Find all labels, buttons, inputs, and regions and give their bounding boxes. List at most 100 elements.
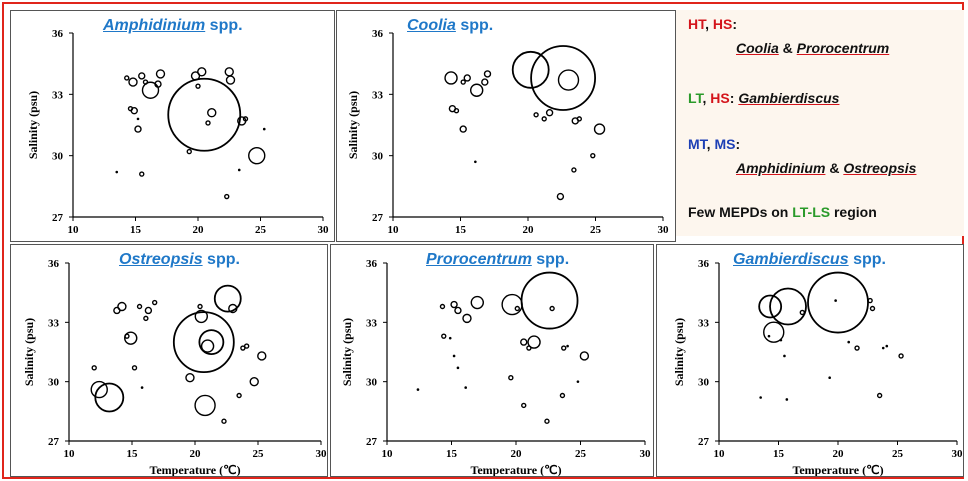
scatter-plot-gambierdiscus: 27 30 33 36 10 15 20 25 30 Salinity (psu) Temperat… [672, 258, 963, 476]
y-tick-label: 36 [52, 28, 64, 40]
panel-title: Gambierdiscus spp. [733, 251, 886, 269]
y-tick-label: 30 [52, 151, 64, 163]
legend-sep: , [705, 16, 713, 32]
x-tick-label: 25 [253, 448, 265, 460]
data-point [194, 394, 216, 417]
x-axis-label: Temperature (℃) [149, 463, 240, 477]
data-point [453, 107, 460, 114]
legend-line-ht-hs: HT, HS: [688, 16, 737, 32]
data-point [769, 287, 807, 326]
data-point [876, 392, 883, 399]
data-point [834, 299, 837, 302]
panel-title-suffix: spp. [460, 17, 494, 34]
panel-title: Amphidinium spp. [103, 17, 243, 35]
data-point [474, 160, 477, 164]
data-point [576, 380, 580, 383]
data-point [94, 382, 125, 413]
data-point [521, 402, 527, 409]
y-tick-label: 27 [372, 212, 384, 224]
legend-lt-ls: LT-LS [792, 204, 831, 220]
data-point [783, 354, 786, 358]
data-point [444, 71, 458, 85]
panel-title-suffix: spp. [209, 17, 243, 34]
y-tick-label: 36 [372, 28, 384, 40]
x-axis-label: Temperature (℃) [470, 463, 561, 477]
data-point [508, 375, 514, 381]
data-point [530, 45, 597, 111]
data-point [195, 83, 201, 89]
data-point [213, 284, 242, 313]
data-point [511, 50, 550, 89]
panel-title-genus: Coolia [407, 17, 456, 34]
data-point [124, 333, 130, 339]
data-point [867, 297, 873, 304]
data-point [115, 170, 119, 174]
data-point [236, 392, 242, 399]
legend-region: region [830, 204, 877, 220]
data-point [117, 301, 127, 312]
data-point [172, 311, 235, 374]
data-point [593, 123, 606, 135]
legend-sep: , [702, 90, 711, 106]
data-point [237, 168, 241, 172]
data-point [197, 303, 203, 310]
data-point [242, 116, 249, 122]
data-point [416, 388, 420, 391]
x-tick-label: 20 [523, 224, 535, 236]
x-tick-label: 30 [316, 448, 328, 460]
data-point [881, 346, 885, 350]
data-point [785, 398, 789, 401]
data-point [566, 344, 569, 348]
data-point [579, 351, 590, 361]
data-point [136, 303, 143, 310]
data-point [481, 78, 489, 86]
scatter-plot-amphidinium: 27 30 33 36 10 15 20 25 30 Salinity (psu) [26, 28, 329, 236]
legend-genus-amphidinium: Amphidinium [736, 160, 826, 176]
data-point [248, 146, 266, 165]
data-point [456, 366, 460, 370]
y-tick-label: 27 [366, 436, 378, 448]
data-point [459, 125, 467, 133]
x-tick-label: 25 [575, 448, 587, 460]
y-tick-label: 30 [698, 377, 710, 389]
data-point [91, 365, 97, 371]
data-point [167, 77, 242, 152]
legend-colon: : [729, 90, 739, 106]
panel-title-suffix: spp. [207, 251, 240, 268]
data-point [799, 309, 806, 316]
data-point [225, 75, 236, 85]
y-tick-label: 27 [48, 436, 60, 448]
x-tick-label: 15 [446, 448, 458, 460]
y-tick-label: 33 [698, 317, 710, 329]
data-point [885, 344, 889, 348]
data-point [828, 376, 831, 380]
legend-ms: MS [714, 136, 736, 152]
scatter-plot-coolia: 27 30 33 36 10 15 20 25 30 Salinity (psu) [346, 28, 670, 236]
data-point [141, 81, 160, 99]
x-tick-label: 10 [388, 224, 400, 236]
x-tick-label: 15 [455, 224, 467, 236]
data-point [224, 193, 230, 200]
legend-amp: & [825, 160, 844, 176]
x-tick-label: 15 [773, 448, 785, 460]
data-point [544, 418, 550, 424]
x-tick-label: 10 [382, 448, 394, 460]
legend-line-mt-ms: MT, MS: [688, 136, 740, 152]
panel-title-suffix: spp. [536, 251, 570, 268]
data-point [549, 305, 555, 312]
x-tick-label: 30 [658, 224, 670, 236]
data-point [807, 271, 869, 334]
data-point [527, 335, 541, 349]
data-point [541, 116, 547, 122]
data-point [151, 299, 158, 306]
data-point [470, 295, 485, 310]
panel-title-suffix: spp. [853, 251, 886, 268]
data-point [128, 77, 138, 87]
legend-colon: : [732, 16, 738, 32]
data-point [144, 306, 153, 315]
x-tick-label: 25 [255, 224, 267, 236]
y-tick-label: 30 [372, 151, 384, 163]
data-point [898, 353, 904, 359]
data-point [448, 336, 452, 340]
data-point [205, 120, 211, 126]
